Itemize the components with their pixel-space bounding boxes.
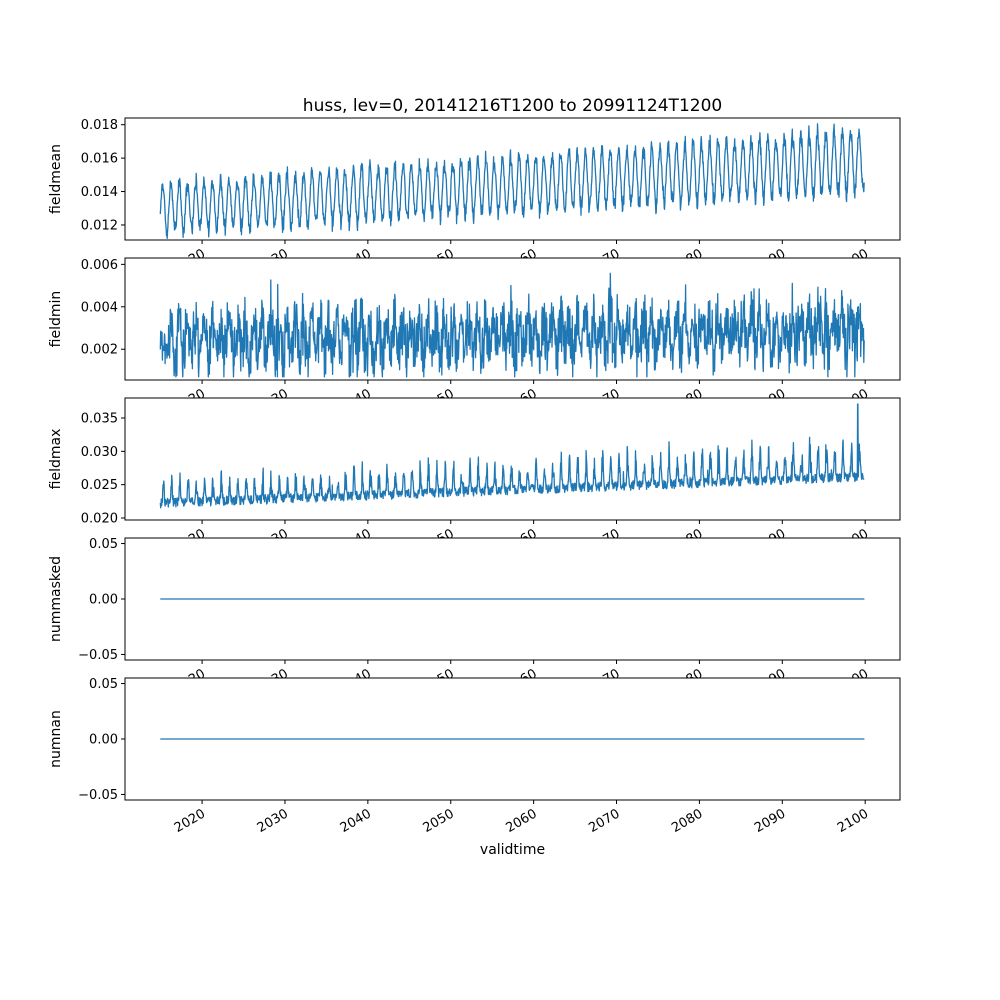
y-tick-label: 0.05 [89, 537, 118, 552]
y-tick-label: 0.05 [89, 677, 118, 692]
chart-title: huss, lev=0, 20141216T1200 to 20991124T1… [302, 96, 723, 116]
x-tick-label: 2030 [255, 806, 291, 836]
axes-spines [124, 397, 901, 521]
ylabel-fieldmax: fieldmax [48, 428, 64, 490]
x-tick-label: 2100 [835, 806, 871, 836]
y-tick-label: 0.006 [81, 258, 118, 273]
x-tick-label: 2070 [586, 806, 622, 836]
x-tick-label: 2040 [338, 806, 374, 836]
x-axis-label: validtime [479, 842, 546, 858]
ylabel-nummasked: nummasked [48, 556, 64, 643]
series-fieldmean [159, 123, 865, 239]
y-tick-label: 0.014 [81, 185, 118, 200]
x-tick-label: 2080 [669, 806, 705, 836]
subplot-numnan: −0.05 0.00 0.05 2020 2030 2040 2050 2060 2070 208… [78, 677, 901, 836]
y-tick-label: 0.00 [89, 593, 118, 608]
subplot-fieldmax: 0.0200.0250.0300.03520202030204020502060… [81, 397, 901, 556]
y-tick-label: 0.035 [81, 412, 118, 427]
subplot-fieldmean: 0.0120.0140.0160.01820202030204020502060… [81, 117, 901, 276]
y-tick-label: 0.025 [81, 478, 118, 493]
y-tick-label: −0.05 [78, 788, 118, 803]
series-fieldmax [159, 403, 865, 509]
axes-spines [124, 257, 901, 381]
subplot-nummasked: −0.050.000.05202020302040205020602070208… [78, 537, 901, 696]
ylabel-fieldmin: fieldmin [48, 290, 64, 348]
y-tick-label: 0.004 [81, 300, 118, 315]
ylabel-numnan: numnan [48, 710, 64, 768]
y-tick-label: 0.002 [81, 343, 118, 358]
x-tick-label: 2020 [172, 806, 208, 836]
y-tick-label: 0.030 [81, 445, 118, 460]
ylabel-fieldmean: fieldmean [48, 144, 64, 214]
y-tick-label: −0.05 [78, 648, 118, 663]
y-tick-label: 0.012 [81, 218, 118, 233]
x-tick-label: 2090 [752, 806, 788, 836]
x-tick-label: 2060 [503, 806, 539, 836]
axes-spines [124, 117, 901, 241]
series-fieldmin [159, 272, 865, 378]
y-tick-label: 0.00 [89, 733, 118, 748]
y-tick-label: 0.016 [81, 152, 118, 167]
x-tick-label: 2050 [421, 806, 457, 836]
subplot-fieldmin: 0.0020.0040.0062020203020402050206020702… [81, 257, 901, 416]
y-tick-label: 0.018 [81, 118, 118, 133]
y-tick-label: 0.020 [81, 512, 118, 527]
